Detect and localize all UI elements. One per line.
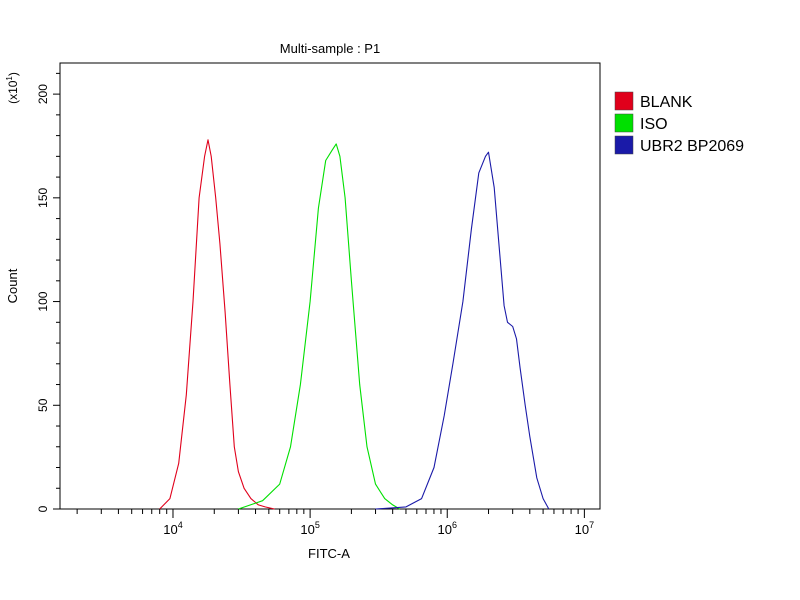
y-axis: 0 50 100 150 200 — [36, 72, 60, 512]
y-multiplier-base: (x10 — [6, 80, 20, 104]
plot-frame — [59, 62, 601, 510]
series-layer — [159, 139, 550, 510]
x-tick-label: 105 — [300, 520, 319, 537]
y-multiplier-close: ) — [6, 72, 20, 76]
series-line-ubr2-bp2069 — [375, 151, 550, 510]
y-axis-multiplier: (x101) — [5, 72, 20, 104]
x-tick-label: 106 — [438, 520, 457, 537]
x-axis: 104 105 106 107 — [76, 509, 594, 537]
y-tick-label: 150 — [36, 188, 50, 208]
y-tick-label: 100 — [36, 291, 50, 311]
y-axis-label: Count — [5, 268, 20, 303]
x-tick-label: 107 — [575, 520, 594, 537]
x-tick-label: 104 — [163, 520, 182, 537]
y-tick-label: 50 — [36, 398, 50, 412]
legend-swatch — [614, 135, 634, 155]
legend-label: UBR2 BP2069 — [640, 138, 744, 155]
series-line-iso — [238, 143, 400, 510]
y-tick-label: 0 — [36, 505, 50, 512]
legend: BLANK ISO UBR2 BP2069 — [614, 91, 744, 155]
legend-swatch — [614, 113, 634, 133]
chart-title: Multi-sample : P1 — [280, 41, 380, 56]
y-multiplier-exp: 1 — [5, 76, 14, 81]
x-axis-label: FITC-A — [308, 546, 350, 561]
series-line-blank — [159, 139, 275, 510]
y-tick-label: 200 — [36, 84, 50, 104]
legend-swatch — [614, 91, 634, 111]
legend-label: ISO — [640, 116, 668, 133]
legend-label: BLANK — [640, 94, 693, 111]
